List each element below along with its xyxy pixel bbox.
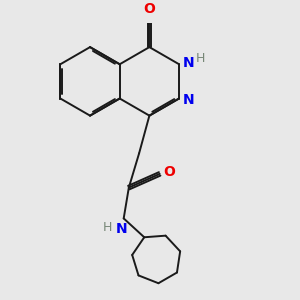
Text: N: N [116, 222, 128, 236]
Text: O: O [143, 2, 155, 16]
Text: N: N [183, 56, 195, 70]
Text: N: N [183, 93, 195, 107]
Text: O: O [163, 165, 175, 179]
Text: H: H [196, 52, 205, 64]
Text: H: H [103, 221, 112, 234]
